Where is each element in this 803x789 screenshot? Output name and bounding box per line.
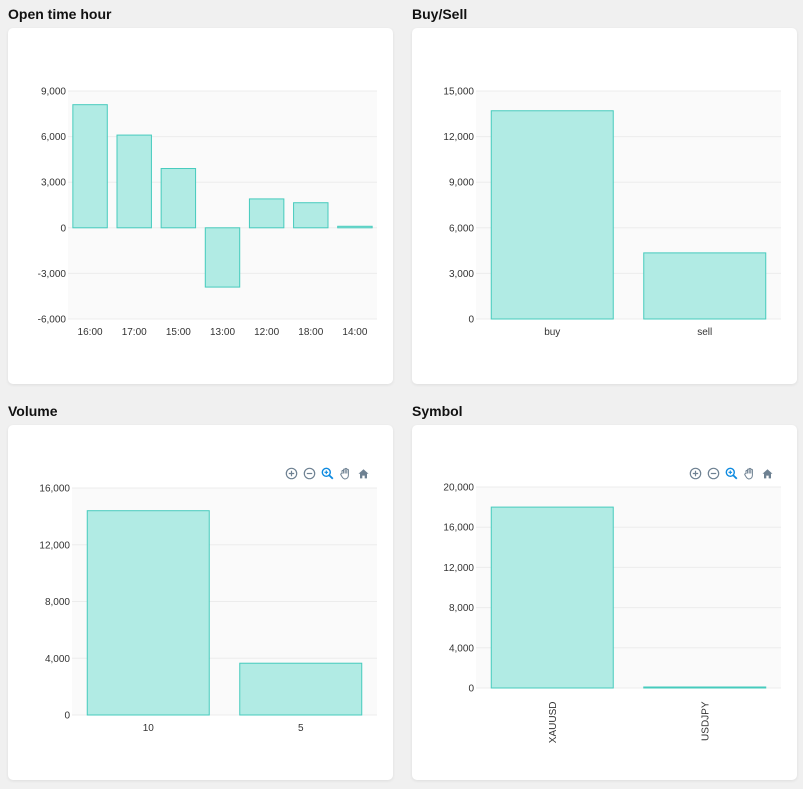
x-tick-label: 10 bbox=[143, 723, 155, 734]
y-tick-label: 0 bbox=[468, 684, 474, 695]
x-tick-label: sell bbox=[697, 327, 712, 338]
bar-buy[interactable] bbox=[490, 110, 614, 320]
x-tick-label: 12:00 bbox=[254, 327, 279, 338]
x-tick-label: 14:00 bbox=[342, 327, 367, 338]
y-tick-label: 15,000 bbox=[443, 87, 474, 98]
x-tick-label: 17:00 bbox=[122, 327, 147, 338]
buy-sell-bar-chart: 15,000 12,000 9,000 6,000 3,000 0 buy sell bbox=[443, 87, 781, 338]
y-tick-label: 16,000 bbox=[443, 523, 474, 534]
bar-15-00[interactable] bbox=[160, 168, 197, 229]
x-tick-label: XAUUSD bbox=[548, 702, 559, 744]
y-tick-label: 8,000 bbox=[45, 597, 70, 608]
bar-14-00[interactable] bbox=[337, 225, 373, 229]
y-tick-label: -6,000 bbox=[38, 315, 67, 326]
chart-title-buy-sell: Buy/Sell bbox=[412, 6, 468, 22]
y-tick-label: 3,000 bbox=[449, 269, 474, 280]
pan-button[interactable] bbox=[742, 466, 757, 481]
y-tick-label: 4,000 bbox=[449, 643, 474, 654]
chart-toolbar bbox=[284, 466, 371, 481]
y-tick-label: 0 bbox=[64, 711, 70, 722]
reset-zoom-button[interactable] bbox=[356, 466, 371, 481]
x-tick-label: 18:00 bbox=[298, 327, 323, 338]
bar-13-00[interactable] bbox=[204, 227, 241, 288]
y-tick-label: 16,000 bbox=[39, 484, 70, 495]
pan-button[interactable] bbox=[338, 466, 353, 481]
symbol-bar-chart: 20,000 16,000 12,000 8,000 4,000 0 XAUUSD USDJP… bbox=[443, 483, 781, 744]
y-tick-label: 3,000 bbox=[41, 178, 66, 189]
selection-zoom-button[interactable] bbox=[320, 466, 335, 481]
zoom-out-icon bbox=[303, 467, 316, 480]
y-tick-label: 9,000 bbox=[449, 178, 474, 189]
reset-home-icon bbox=[358, 469, 369, 479]
y-tick-label: 12,000 bbox=[443, 563, 474, 574]
reset-home-icon bbox=[762, 469, 773, 479]
x-tick-label: 16:00 bbox=[78, 327, 103, 338]
chart-card-symbol: 20,000 16,000 12,000 8,000 4,000 0 XAUUSD USDJP… bbox=[412, 425, 797, 780]
bar-10[interactable] bbox=[86, 510, 210, 716]
zoom-in-icon bbox=[689, 467, 702, 480]
y-tick-label: 9,000 bbox=[41, 87, 66, 98]
selection-zoom-icon bbox=[321, 467, 334, 480]
bar-17-00[interactable] bbox=[116, 134, 152, 229]
bar-12-00[interactable] bbox=[248, 198, 285, 229]
y-tick-label: 8,000 bbox=[449, 603, 474, 614]
pan-hand-icon bbox=[340, 467, 349, 480]
y-tick-label: 0 bbox=[468, 315, 474, 326]
y-tick-label: -3,000 bbox=[38, 269, 67, 280]
chart-toolbar bbox=[688, 466, 775, 481]
chart-title-volume: Volume bbox=[8, 403, 58, 419]
y-tick-label: 6,000 bbox=[41, 132, 66, 143]
x-tick-label: 15:00 bbox=[166, 327, 191, 338]
zoom-in-button[interactable] bbox=[688, 466, 703, 481]
x-tick-label: 13:00 bbox=[210, 327, 235, 338]
y-tick-label: 12,000 bbox=[39, 540, 70, 551]
bar-5[interactable] bbox=[239, 662, 363, 716]
zoom-out-button[interactable] bbox=[302, 466, 317, 481]
zoom-out-icon bbox=[707, 467, 720, 480]
chart-card-buy-sell: 15,000 12,000 9,000 6,000 3,000 0 buy sell bbox=[412, 28, 797, 384]
x-tick-label: 5 bbox=[298, 723, 304, 734]
open-time-hour-bar-chart: 9,000 6,000 3,000 0 -3,000 -6,000 16:00 17:00 15… bbox=[38, 87, 377, 338]
y-tick-label: 20,000 bbox=[443, 483, 474, 494]
zoom-out-button[interactable] bbox=[706, 466, 721, 481]
chart-title-open-time-hour: Open time hour bbox=[8, 6, 112, 22]
y-tick-label: 12,000 bbox=[443, 132, 474, 143]
x-tick-label: buy bbox=[544, 327, 560, 338]
bar-sell[interactable] bbox=[643, 252, 767, 320]
y-tick-label: 6,000 bbox=[449, 223, 474, 234]
chart-card-volume: 16,000 12,000 8,000 4,000 0 10 5 bbox=[8, 425, 393, 780]
bar-xauusd[interactable] bbox=[490, 506, 614, 689]
selection-zoom-icon bbox=[725, 467, 738, 480]
zoom-in-icon bbox=[285, 467, 298, 480]
bar-16-00[interactable] bbox=[72, 104, 108, 229]
zoom-in-button[interactable] bbox=[284, 466, 299, 481]
selection-zoom-button[interactable] bbox=[724, 466, 739, 481]
bar-usdjpy[interactable] bbox=[643, 686, 767, 689]
pan-hand-icon bbox=[744, 467, 753, 480]
volume-bar-chart: 16,000 12,000 8,000 4,000 0 10 5 bbox=[39, 484, 377, 734]
y-tick-label: 4,000 bbox=[45, 654, 70, 665]
chart-card-open-time-hour: 9,000 6,000 3,000 0 -3,000 -6,000 16:00 17:00 15… bbox=[8, 28, 393, 384]
x-tick-label: USDJPY bbox=[700, 701, 711, 741]
y-tick-label: 0 bbox=[60, 223, 66, 234]
chart-title-symbol: Symbol bbox=[412, 403, 463, 419]
bar-18-00[interactable] bbox=[293, 202, 329, 229]
reset-zoom-button[interactable] bbox=[760, 466, 775, 481]
